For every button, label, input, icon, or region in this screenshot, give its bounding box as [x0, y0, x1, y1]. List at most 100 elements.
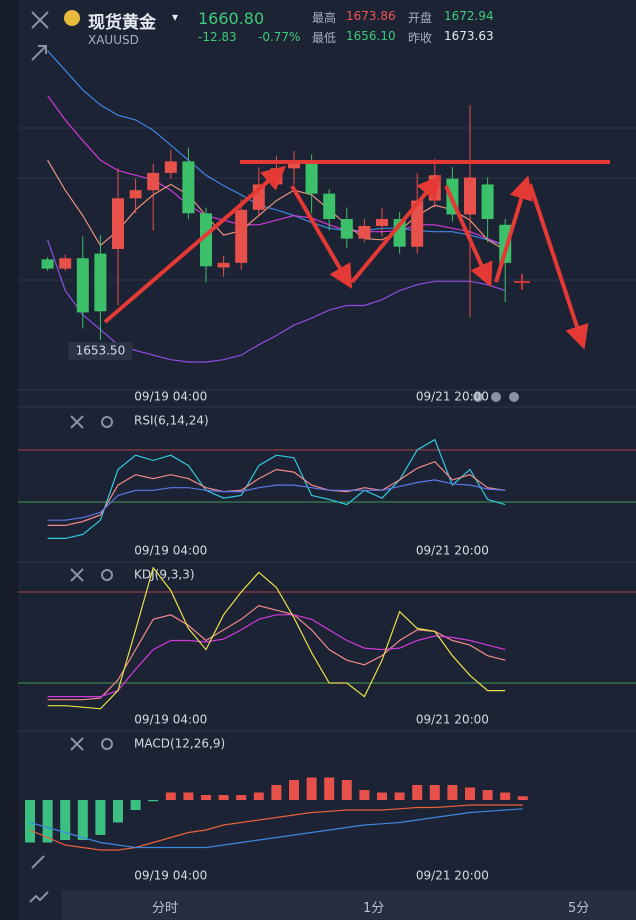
candle-body [340, 219, 353, 239]
macd-bar [341, 780, 352, 800]
sidebar [0, 0, 18, 920]
x-tick-label: 09/19 04:00 [134, 544, 207, 558]
stat-label: 最高 [312, 11, 337, 25]
macd-bar [113, 800, 123, 823]
stat-value: 1656.10 [346, 29, 396, 43]
min-label: 1653.50 [76, 344, 126, 358]
candle-body [499, 224, 512, 263]
x-tick-label: 09/19 04:00 [134, 869, 207, 883]
x-tick-label: 09/21 20:00 [416, 713, 489, 727]
scroll-dots [473, 392, 519, 402]
indicator-line [47, 50, 506, 247]
annotation-arrows [103, 160, 610, 350]
dropdown-caret[interactable]: ▾ [172, 10, 179, 24]
panel-title: KDJ(9,3,3) [134, 568, 195, 582]
stat-label: 昨收 [408, 31, 433, 45]
panel-title: MACD(12,26,9) [134, 737, 225, 751]
candle-body [252, 184, 265, 210]
x-tick-label: 09/21 20:00 [416, 390, 489, 404]
indicator-line [47, 95, 506, 247]
candle-body [41, 259, 54, 269]
candle-body [464, 177, 476, 215]
macd-bar [394, 792, 405, 800]
stat-value: 1673.63 [444, 29, 494, 43]
indicator-line [47, 438, 506, 539]
macd-bar [130, 800, 141, 810]
candle-body [235, 209, 248, 263]
macd-bar [324, 777, 335, 800]
macd-bar [500, 792, 511, 800]
candle-body [288, 161, 300, 169]
x-tick-label: 09/21 20:00 [416, 544, 489, 558]
candle-body [147, 172, 160, 191]
candle-body [164, 161, 177, 173]
macd-bar [517, 796, 528, 800]
symbol-name[interactable]: 现货黄金 [88, 13, 156, 33]
tab[interactable]: 分时 [152, 901, 179, 916]
candle-body [112, 198, 124, 250]
indicator-line [47, 479, 506, 521]
macd-bar [271, 785, 282, 800]
indicator-line [29, 808, 523, 849]
candle-body [200, 213, 212, 267]
stat-value: 1673.86 [346, 9, 396, 23]
candle-body [76, 258, 89, 313]
candle-body [305, 161, 318, 194]
stat-label: 最低 [312, 31, 337, 45]
macd-bar [165, 792, 176, 800]
macd-bar [306, 777, 317, 800]
candle-body [358, 225, 371, 239]
grid [18, 127, 636, 732]
tab[interactable]: 5分 [568, 901, 590, 916]
macd-bar [482, 790, 493, 800]
candle-body [182, 161, 195, 214]
macd-bar [95, 800, 106, 835]
macd-bar [77, 800, 88, 840]
indicator-line [29, 804, 523, 851]
macd-bar [429, 785, 440, 800]
macd-bar [201, 795, 211, 800]
icons [29, 11, 113, 903]
candle-body [129, 190, 142, 199]
stat-label: 开盘 [408, 11, 433, 25]
macd-bar [148, 800, 159, 802]
x-tick-label: 09/21 20:00 [416, 869, 489, 883]
last-price: 1660.80 [198, 9, 265, 28]
stat-value: 1672.94 [444, 9, 494, 23]
candle-body [217, 262, 230, 268]
macd-bar [236, 795, 247, 800]
macd-bar [42, 800, 53, 843]
macd-bar [359, 790, 370, 800]
macd-bar [377, 792, 387, 800]
change-pct: -0.77% [258, 30, 301, 44]
change: -12.83 [198, 30, 237, 44]
indicator-line [47, 461, 506, 526]
candle-body [411, 200, 424, 247]
macd-bar [218, 795, 229, 800]
min-label-box [68, 342, 133, 361]
macd-bar [183, 792, 194, 800]
candle-body [376, 219, 388, 226]
macd-bar [447, 785, 458, 800]
crosshair [514, 274, 530, 290]
candle-body [59, 258, 72, 269]
indicator-line [47, 614, 506, 698]
macd-bar [412, 785, 423, 800]
x-tick-label: 09/19 04:00 [134, 390, 207, 404]
macd-bar [60, 800, 71, 840]
macd-bar [289, 780, 299, 800]
tab[interactable]: 1分 [363, 901, 385, 916]
indicator-line [47, 605, 506, 701]
indicator-line [47, 566, 506, 710]
macd-bar [465, 787, 475, 800]
macd-bar [25, 800, 35, 843]
candle-body [481, 184, 494, 220]
candle-body [94, 253, 107, 312]
macd-bar [253, 792, 264, 800]
tab-bar [62, 890, 636, 920]
symbol-code: XAUUSD [88, 33, 139, 47]
panel-title: RSI(6,14,24) [134, 414, 209, 428]
candle-body [323, 193, 336, 220]
